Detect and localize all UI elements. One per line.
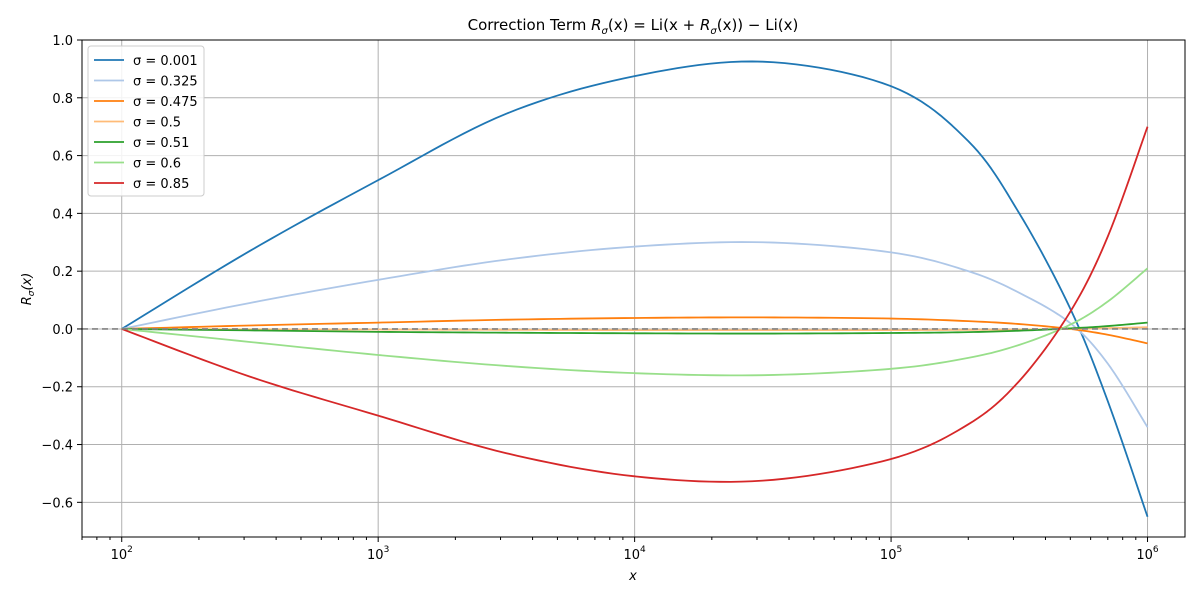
y-tick-label: 1.0 [52, 34, 73, 49]
y-tick-label: −0.2 [41, 381, 73, 396]
series-line [121, 316, 1148, 345]
plot-frame [81, 39, 1186, 538]
y-tick-label: 0.6 [52, 150, 73, 165]
legend-label: σ = 0.5 [133, 116, 181, 131]
legend-frame [87, 45, 205, 197]
y-axis-label: Rσ(x) [20, 273, 37, 306]
series-line [121, 267, 1149, 377]
y-tick-label: 0.4 [52, 207, 73, 222]
x-axis-label: x [628, 569, 637, 584]
legend: σ = 0.001 σ = 0.325 σ = 0.475 σ = 0.5 σ = 0.… [87, 45, 205, 197]
y-tick-label: 0.0 [52, 323, 73, 338]
x-tick-label: 105 [880, 545, 902, 563]
x-tick-label: 102 [111, 545, 133, 563]
legend-label: σ = 0.475 [133, 95, 198, 110]
legend-label: σ = 0.001 [133, 54, 198, 69]
y-tick-label: −0.4 [41, 439, 73, 454]
legend-label: σ = 0.51 [133, 136, 189, 151]
legend-label: σ = 0.325 [133, 75, 198, 90]
series-line [121, 321, 1148, 335]
x-tick-label: 104 [623, 545, 646, 563]
series-line [121, 126, 1149, 483]
x-tick-label: 106 [1136, 545, 1159, 563]
chart-title: Correction Term Rσ(x) = Li(x + Rσ(x)) − … [468, 16, 799, 37]
y-tick-label: 0.8 [52, 92, 73, 107]
tick-layer: 102 103 104 105 106 1.0 0.8 0.6 0.4 0.2 0.0 −0.2 −0.… [41, 34, 1159, 563]
y-tick-label: −0.6 [41, 496, 73, 511]
legend-label: σ = 0.6 [133, 157, 181, 172]
series-line [121, 60, 1149, 518]
y-tick-label: 0.2 [52, 265, 73, 280]
plot-layer [82, 60, 1185, 518]
legend-label: σ = 0.85 [133, 177, 189, 192]
x-tick-label: 103 [367, 545, 389, 563]
